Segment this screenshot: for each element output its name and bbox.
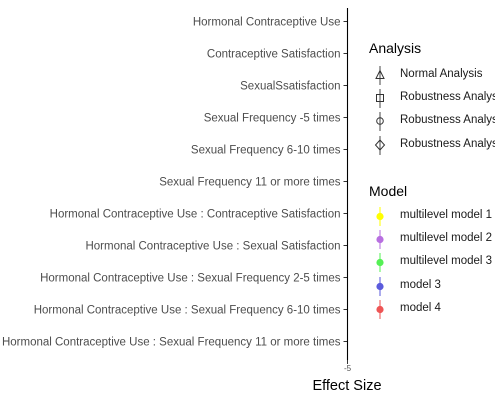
- legend-analysis-item: Robustness Analysis: [369, 87, 495, 110]
- legend-color-swatch: [369, 298, 391, 321]
- circle-icon: [369, 110, 391, 133]
- legend-color-swatch: [369, 205, 391, 228]
- legend-model-title: Model: [369, 183, 495, 205]
- y-tick-label: Hormonal Contraceptive Use : Sexual Freq…: [34, 305, 341, 317]
- legend-model-items: multilevel model 1 multilevel model 2 mult…: [369, 205, 495, 321]
- y-tick-label: Sexual Frequency 6-10 times: [191, 145, 341, 157]
- square-icon: [369, 87, 391, 110]
- y-tick-label: Sexual Frequency 11 or more times: [159, 177, 341, 189]
- legend-model-label: model 3: [400, 279, 441, 291]
- y-tick-label: Hormonal Contraceptive Use : Contracepti…: [50, 209, 341, 221]
- y-tick-label: SexualSsatisfaction: [240, 81, 340, 93]
- legend-analysis-label: Robustness Analysis: [400, 114, 495, 126]
- legend-analysis-items: Normal Analysis Robustness Analysis Robust…: [369, 64, 495, 157]
- legend-model-label: model 4: [400, 302, 441, 314]
- y-axis-ticks: Hormonal Contraceptive Use Contraceptive …: [2, 17, 348, 349]
- x-axis-title: Effect Size: [312, 378, 381, 394]
- legend-model-label: multilevel model 3: [400, 255, 492, 267]
- legend-analysis-title: Analysis: [369, 40, 495, 64]
- y-tick-label: Contraceptive Satisfaction: [207, 49, 341, 61]
- legend-analysis: Analysis Normal Analysis Robustness Analy…: [369, 40, 495, 157]
- legend-model-item: multilevel model 3: [369, 251, 495, 274]
- legend-analysis-item: Robustness Analysis: [369, 134, 495, 157]
- x-tick-label: -5: [344, 364, 352, 373]
- legend-model-item: model 3: [369, 275, 495, 298]
- legend-color-swatch: [369, 228, 391, 251]
- legend-analysis-label: Normal Analysis: [400, 68, 482, 80]
- y-tick-label: Hormonal Contraceptive Use : Sexual Freq…: [40, 273, 341, 285]
- triangle-icon: [369, 64, 391, 87]
- legend-model-item: multilevel model 1: [369, 205, 495, 228]
- legend-analysis-item: Robustness Analysis: [369, 110, 495, 133]
- legend-analysis-label: Robustness Analysis: [400, 91, 495, 103]
- legend-model-item: multilevel model 2: [369, 228, 495, 251]
- legend-model: Model multilevel model 1 multilevel model…: [369, 183, 495, 321]
- legend-color-swatch: [369, 275, 391, 298]
- legend-color-swatch: [369, 251, 391, 274]
- y-tick-label: Hormonal Contraceptive Use: [193, 17, 341, 29]
- legend-model-label: multilevel model 2: [400, 232, 492, 244]
- x-axis-ticks: -5: [344, 360, 352, 373]
- diamond-icon: [369, 134, 391, 157]
- legend-analysis-label: Robustness Analysis: [400, 138, 495, 150]
- y-tick-label: Sexual Frequency -5 times: [204, 113, 341, 125]
- legend-analysis-item: Normal Analysis: [369, 64, 495, 87]
- y-tick-label: Hormonal Contraceptive Use : Sexual Sati…: [85, 241, 340, 253]
- y-tick-label: Hormonal Contraceptive Use : Sexual Freq…: [2, 337, 341, 349]
- legend-model-item: model 4: [369, 298, 495, 321]
- legend-model-label: multilevel model 1: [400, 209, 492, 221]
